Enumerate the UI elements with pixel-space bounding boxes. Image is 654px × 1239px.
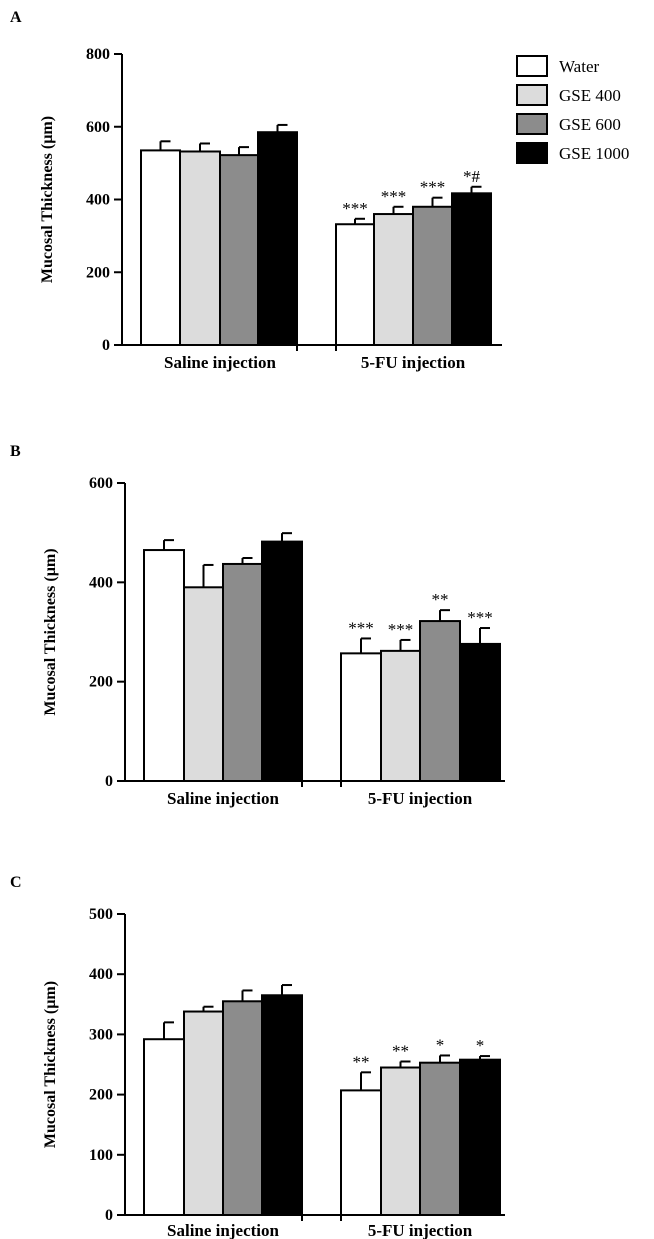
bar-gse-400-1 [380,1066,421,1217]
bar-gse-1000-0 [261,994,303,1217]
y-tick-label: 500 [89,906,113,923]
significance-label: *** [381,187,407,206]
category-label: Saline injection [167,789,279,808]
bar-water-0 [140,149,181,346]
bar-gse-1000-1 [459,1058,501,1216]
significance-label: ** [392,1041,409,1060]
category-label: 5-FU injection [368,1221,473,1239]
significance-label: * [476,1036,485,1055]
y-tick-label: 400 [89,966,113,983]
bar-gse-400-1 [373,213,414,346]
bar-gse-1000-1 [451,192,492,346]
significance-label: *# [463,167,481,186]
bar-gse-400-0 [179,150,221,346]
bar-water-0 [143,549,185,782]
y-tick-label: 0 [102,337,110,354]
legend-item: GSE 600 [516,113,621,135]
legend-swatch [516,55,548,77]
bar-gse-600-1 [412,205,453,346]
significance-label: ** [432,590,449,609]
legend-item: GSE 1000 [516,142,629,164]
significance-label: ** [353,1052,370,1071]
y-axis-label: Mucosal Thickness (µm) [42,981,59,1148]
significance-label: *** [348,618,374,637]
legend-item: GSE 400 [516,84,621,106]
legend-label: GSE 600 [559,115,621,134]
y-tick-label: 600 [86,119,110,136]
bar-gse-1000-0 [261,540,303,783]
legend-label: Water [559,57,599,76]
y-tick-label: 600 [89,475,113,492]
legend-label: GSE 1000 [559,144,629,163]
legend-label: GSE 400 [559,86,621,105]
bar-water-1 [335,223,375,346]
bar-gse-600-1 [419,620,461,782]
y-tick-label: 0 [105,773,113,790]
y-axis-label: Mucosal Thickness (µm) [42,548,59,715]
significance-label: *** [420,178,446,197]
bar-water-1 [340,1089,382,1216]
legend-item: Water [516,55,599,77]
legend-swatch [516,142,548,164]
panel-letter: C [10,874,22,891]
panel-A: A Mucosal Thickness (µm) *** *** *** *# 0 200 40… [10,9,502,372]
legend-swatch [516,84,548,106]
y-tick-label: 300 [89,1026,113,1043]
panel-letter: B [10,443,21,460]
category-label: Saline injection [167,1221,279,1239]
category-label: Saline injection [164,353,276,372]
y-tick-label: 100 [89,1147,113,1164]
y-tick-label: 200 [89,1087,113,1104]
legend-swatch [516,113,548,135]
significance-label: *** [342,199,368,218]
bar-gse-600-1 [419,1061,461,1216]
category-label: 5-FU injection [361,353,466,372]
category-label: 5-FU injection [368,789,473,808]
bar-gse-1000-1 [459,642,501,782]
bar-gse-600-0 [219,154,259,346]
bar-gse-400-0 [183,586,224,782]
y-tick-label: 400 [89,574,113,591]
y-axis-label: Mucosal Thickness (µm) [39,116,56,283]
bar-gse-400-0 [183,1010,224,1216]
panel-letter: A [10,9,22,26]
bar-gse-600-0 [222,562,263,782]
bar-gse-400-1 [380,649,421,783]
y-tick-label: 800 [86,46,110,63]
y-tick-label: 0 [105,1207,113,1224]
significance-label: *** [388,620,414,639]
bar-water-1 [340,652,382,783]
y-tick-label: 400 [86,192,110,209]
significance-label: * [436,1035,445,1054]
legend: Water GSE 400 GSE 600 GSE 1000 [516,55,629,164]
bar-gse-1000-0 [257,131,298,346]
bar-gse-600-0 [222,1000,263,1216]
significance-label: *** [467,608,493,627]
y-tick-label: 200 [86,264,110,281]
bar-water-0 [143,1038,185,1216]
y-tick-label: 200 [89,674,113,691]
